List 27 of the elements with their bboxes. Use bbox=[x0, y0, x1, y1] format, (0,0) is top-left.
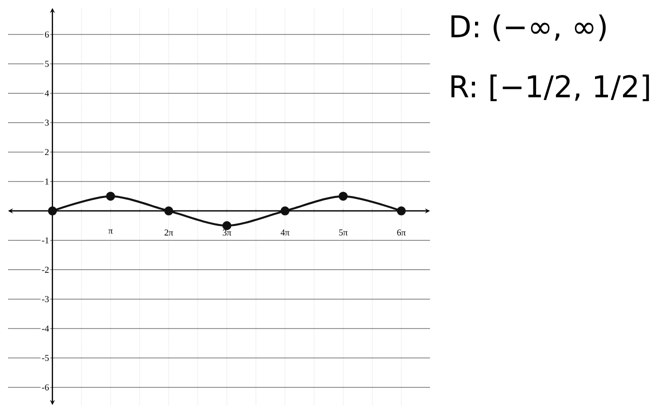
text: R: [−1/2, 1/2] bbox=[451, 74, 649, 102]
y-tick-label: -2 bbox=[42, 266, 49, 273]
x-tick-label: 3π bbox=[222, 230, 232, 236]
y-tick-label: -5 bbox=[42, 354, 49, 361]
y-tick-label: -3 bbox=[42, 296, 49, 302]
y-tick-label: -1 bbox=[42, 237, 49, 244]
y-tick-label: 4 bbox=[44, 90, 49, 96]
y-tick-label: 2 bbox=[45, 149, 49, 156]
y-tick-label: 1 bbox=[45, 178, 49, 184]
point bbox=[338, 192, 348, 201]
y-tick-label: 5 bbox=[45, 60, 49, 67]
x-tick-label: 4π bbox=[280, 230, 290, 236]
text: D: (−∞, ∞) bbox=[451, 14, 606, 42]
x-tick-label: π bbox=[108, 230, 113, 234]
x-tick-label: 6π bbox=[397, 230, 406, 236]
y-tick-label: 6 bbox=[45, 31, 49, 38]
point bbox=[280, 206, 290, 216]
y-tick-label: -6 bbox=[42, 384, 49, 390]
point bbox=[222, 221, 232, 230]
point bbox=[164, 206, 174, 216]
point bbox=[48, 206, 57, 216]
point bbox=[106, 192, 116, 201]
x-tick-label: 2π bbox=[164, 230, 174, 236]
y-tick-label: -4 bbox=[42, 326, 49, 332]
point bbox=[396, 206, 406, 216]
x-tick-label: 5π bbox=[339, 230, 348, 236]
y-tick-label: 3 bbox=[45, 120, 49, 126]
